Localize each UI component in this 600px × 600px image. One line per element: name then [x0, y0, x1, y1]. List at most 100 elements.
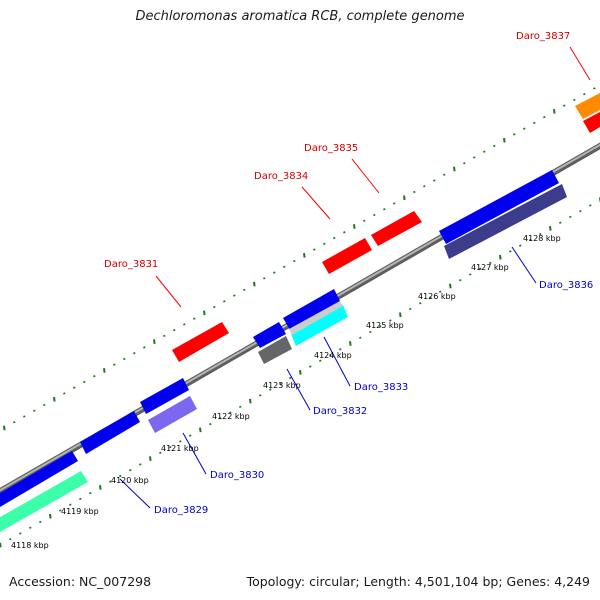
gene-green[interactable]	[0, 471, 88, 532]
tick-mark	[383, 208, 386, 211]
gene-features	[0, 93, 600, 532]
tick-mark	[573, 98, 576, 102]
tick-mark	[533, 121, 536, 125]
tick-mark	[149, 456, 152, 462]
kbp-labels: 4118 kbp 4119 kbp 4120 kbp 4121 kbp 4122…	[11, 234, 561, 550]
map-title: Dechloromonas aromatica RCB, complete ge…	[135, 9, 465, 24]
tick-mark	[119, 474, 122, 478]
tick-mark	[159, 451, 162, 455]
tick-mark	[453, 166, 456, 172]
tick-mark	[83, 380, 86, 384]
gene-daro-3836-blue[interactable]	[439, 170, 559, 244]
gene-gray[interactable]	[258, 336, 292, 364]
tick-mark	[199, 427, 202, 433]
tick-mark	[173, 328, 176, 332]
tick-mark	[343, 231, 346, 234]
tick-mark	[369, 330, 372, 334]
gene-label-daro-3834[interactable]: Daro_3834	[254, 171, 308, 182]
tick-mark	[183, 323, 186, 326]
tick-mark	[23, 415, 26, 418]
tick-mark	[19, 532, 22, 535]
gene-blue-4[interactable]	[253, 322, 286, 348]
bottom-tick-row	[0, 197, 600, 548]
tick-mark	[593, 87, 596, 90]
gene-daro-3833-cyan[interactable]	[291, 305, 348, 346]
tick-mark	[53, 396, 56, 402]
tick-mark	[109, 480, 112, 483]
tick-mark	[153, 339, 156, 345]
tick-mark	[243, 288, 246, 292]
gene-label-daro-3829[interactable]: Daro_3829	[154, 505, 208, 516]
gene-label-daro-3831[interactable]: Daro_3831	[104, 259, 158, 270]
tick-mark	[349, 341, 352, 346]
tick-mark	[43, 403, 46, 407]
gene-daro-3829[interactable]	[0, 451, 78, 507]
gene-label-daro-3836[interactable]: Daro_3836	[539, 280, 593, 291]
tick-mark	[223, 300, 226, 303]
tick-mark	[379, 325, 382, 328]
tick-mark	[169, 445, 172, 449]
gene-label-daro-3835[interactable]: Daro_3835	[304, 143, 358, 154]
tick-mark	[163, 334, 166, 338]
tick-mark	[283, 265, 286, 268]
tick-mark	[353, 224, 356, 229]
tick-mark	[373, 213, 376, 217]
tick-mark	[459, 279, 462, 282]
tick-mark	[179, 440, 182, 443]
tick-mark	[213, 305, 216, 309]
gene-daro-3837-red[interactable]	[583, 112, 600, 133]
gene-label-daro-3837[interactable]: Daro_3837	[516, 31, 570, 42]
tick-mark	[509, 250, 512, 253]
tick-mark	[73, 386, 76, 389]
gene-daro-3836-dark[interactable]	[444, 184, 567, 259]
kbp-label: 4121 kbp	[161, 444, 199, 453]
gene-daro-3835[interactable]	[371, 211, 422, 246]
tick-mark	[259, 394, 262, 397]
gene-daro-3830[interactable]	[80, 411, 140, 454]
tick-mark	[233, 294, 236, 297]
gene-daro-3831[interactable]	[172, 322, 229, 362]
gene-label-daro-3833[interactable]: Daro_3833	[354, 382, 408, 393]
tick-mark	[513, 133, 516, 136]
tick-mark	[293, 259, 296, 263]
gene-labels: Daro_3831 Daro_3834 Daro_3835 Daro_3837 …	[104, 31, 593, 516]
tick-mark	[443, 173, 446, 176]
tick-mark	[359, 336, 362, 339]
tick-mark	[559, 221, 562, 224]
tick-mark	[93, 375, 96, 378]
tick-mark	[263, 277, 266, 280]
tick-mark	[549, 226, 552, 231]
tick-mark	[413, 190, 416, 194]
tick-mark	[563, 104, 566, 107]
kbp-label: 4123 kbp	[263, 381, 301, 390]
tick-mark	[99, 485, 102, 490]
kbp-label: 4127 kbp	[471, 263, 509, 272]
tick-mark	[473, 156, 476, 159]
gene-slate[interactable]	[148, 396, 197, 433]
tick-mark	[329, 353, 332, 357]
gene-silver[interactable]	[289, 301, 343, 335]
tick-mark	[389, 319, 392, 322]
gene-label-daro-3832[interactable]: Daro_3832	[313, 406, 367, 417]
tick-mark	[49, 513, 52, 519]
tick-mark	[439, 290, 442, 293]
tick-mark	[203, 310, 206, 316]
tick-mark	[323, 242, 326, 245]
gene-label-daro-3830[interactable]: Daro_3830	[210, 470, 264, 481]
top-tick-row	[3, 87, 596, 431]
gene-daro-3832[interactable]	[283, 289, 340, 330]
gene-daro-3834[interactable]	[322, 238, 372, 274]
tick-mark	[33, 409, 36, 412]
tick-mark	[299, 369, 302, 375]
kbp-label: 4122 kbp	[212, 412, 250, 421]
gene-daro-3837-orange[interactable]	[575, 93, 600, 119]
tick-mark	[519, 244, 522, 247]
gene-blue-3[interactable]	[140, 378, 189, 414]
tick-mark	[303, 252, 306, 258]
tick-mark	[579, 210, 582, 213]
tick-mark	[0, 542, 2, 548]
tick-mark	[63, 392, 66, 395]
tick-mark	[399, 312, 402, 318]
tick-mark	[313, 248, 316, 251]
